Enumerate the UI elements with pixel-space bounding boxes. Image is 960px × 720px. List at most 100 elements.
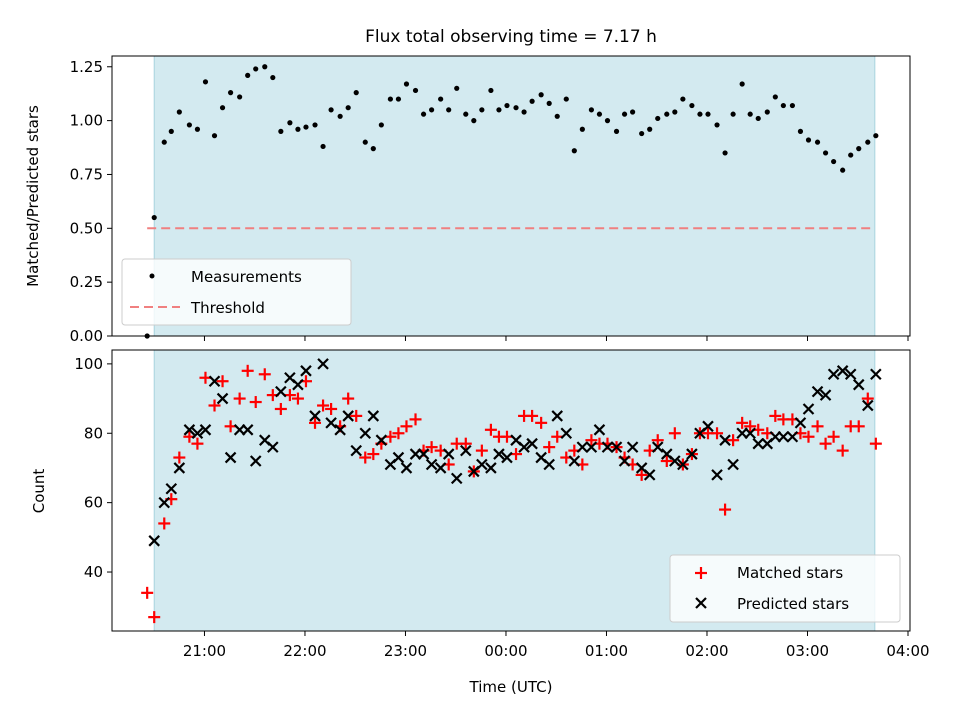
x-tick-label: 04:00 [886,642,929,660]
measurement-point [780,102,786,109]
measurement-point [772,94,778,100]
measurement-point [697,111,703,117]
measurement-point [237,94,243,100]
predicted-star-point [827,368,840,381]
matched-star-point [660,455,673,468]
matched-star-point [224,420,237,433]
matched-star-point [350,409,363,422]
matched-star-point [309,416,322,429]
measurement-point [353,90,359,96]
measurement-point [370,146,376,152]
matched-star-point [869,437,882,450]
measurement-point [295,126,301,132]
matched-star-point [769,409,782,422]
x-axis-label: Time (UTC) [469,678,553,696]
measurement-point [705,111,711,117]
measurement-point [831,158,837,165]
measurement-point [538,92,544,98]
predicted-star-point [870,368,882,381]
matched-star-point [836,444,849,457]
predicted-star-point [367,410,380,422]
matched-star-point [727,434,740,447]
predicted-star-point [317,358,329,370]
predicted-star-point [476,458,488,471]
matched-star-point [342,392,355,405]
legend-matched-marker [695,567,707,579]
measurement-point [873,133,879,139]
matched-star-point [802,430,815,443]
y-tick-label: 0.25 [70,273,103,291]
matched-star-point [425,441,438,454]
measurement-point [554,113,560,119]
predicted-star-point [325,417,337,429]
measurement-point [328,107,334,113]
predicted-star-point [173,462,186,474]
measurement-point [513,105,519,111]
measurement-point [337,113,343,119]
measurement-point [722,150,728,156]
matched-star-point [459,437,472,450]
predicted-star-point [711,469,723,481]
top-y-axis: 0.00 0.25 0.50 0.75 1.00 1.25 [70,58,112,345]
top-legend: Measurements Threshold [121,258,352,326]
predicted-star-point [359,427,372,440]
measurement-point [454,85,460,91]
predicted-star-point [493,448,505,460]
measurement-point [613,128,620,134]
bottom-legend-box [669,554,901,623]
measurement-point [588,107,595,113]
x-tick-label: 22:00 [283,642,326,660]
x-tick-label: 02:00 [685,642,728,660]
predicted-star-point [593,424,606,436]
predicted-star-point [434,462,447,474]
predicted-star-point [719,434,731,446]
measurement-point [814,139,821,145]
matched-star-point [359,451,372,464]
matched-star-point [651,434,664,447]
measurement-point [848,152,854,158]
predicted-star-point [485,462,497,474]
matched-star-point [325,402,338,415]
y-tick-label: 100 [74,355,103,373]
predicted-star-point [543,458,555,471]
x-tick-label: 23:00 [384,642,427,660]
predicted-star-point [501,451,513,464]
measurement-point [563,96,569,102]
measurement-point [621,111,628,117]
matched-star-point [736,416,749,429]
matched-star-point [249,396,262,409]
predicted-star-point [862,399,874,412]
measurement-point [362,139,368,145]
matched-star-point [241,364,254,377]
measurement-point [805,137,812,143]
predicted-star-point [300,365,312,377]
measurement-point [270,74,276,81]
measurement-point [856,146,862,152]
measurement-point [303,124,309,130]
measurement-point [463,111,469,117]
measurement-point [689,102,695,109]
matched-star-point [199,371,212,384]
predicted-star-point [819,389,832,401]
measurement-point [647,126,653,132]
measurement-point [287,120,293,126]
predicted-star-point [777,430,790,443]
x-tick-label: 00:00 [484,642,527,660]
top-axes-frame [111,55,911,337]
measurement-point [227,90,234,96]
matched-star-point [317,399,330,412]
measurement-point [755,115,761,122]
measurement-point [312,122,318,128]
predicted-star-point [375,434,388,446]
measurement-point [739,81,745,87]
measurement-point [202,79,209,85]
predicted-star-point [643,469,656,481]
predicted-star-point [526,437,538,450]
matched-star-point [811,420,824,433]
predicted-star-point [794,417,807,429]
matched-star-point [400,420,413,433]
top-x-ticks [203,336,909,341]
measurement-point [211,133,218,139]
predicted-star-point [786,430,799,443]
matched-star-point [543,441,556,454]
